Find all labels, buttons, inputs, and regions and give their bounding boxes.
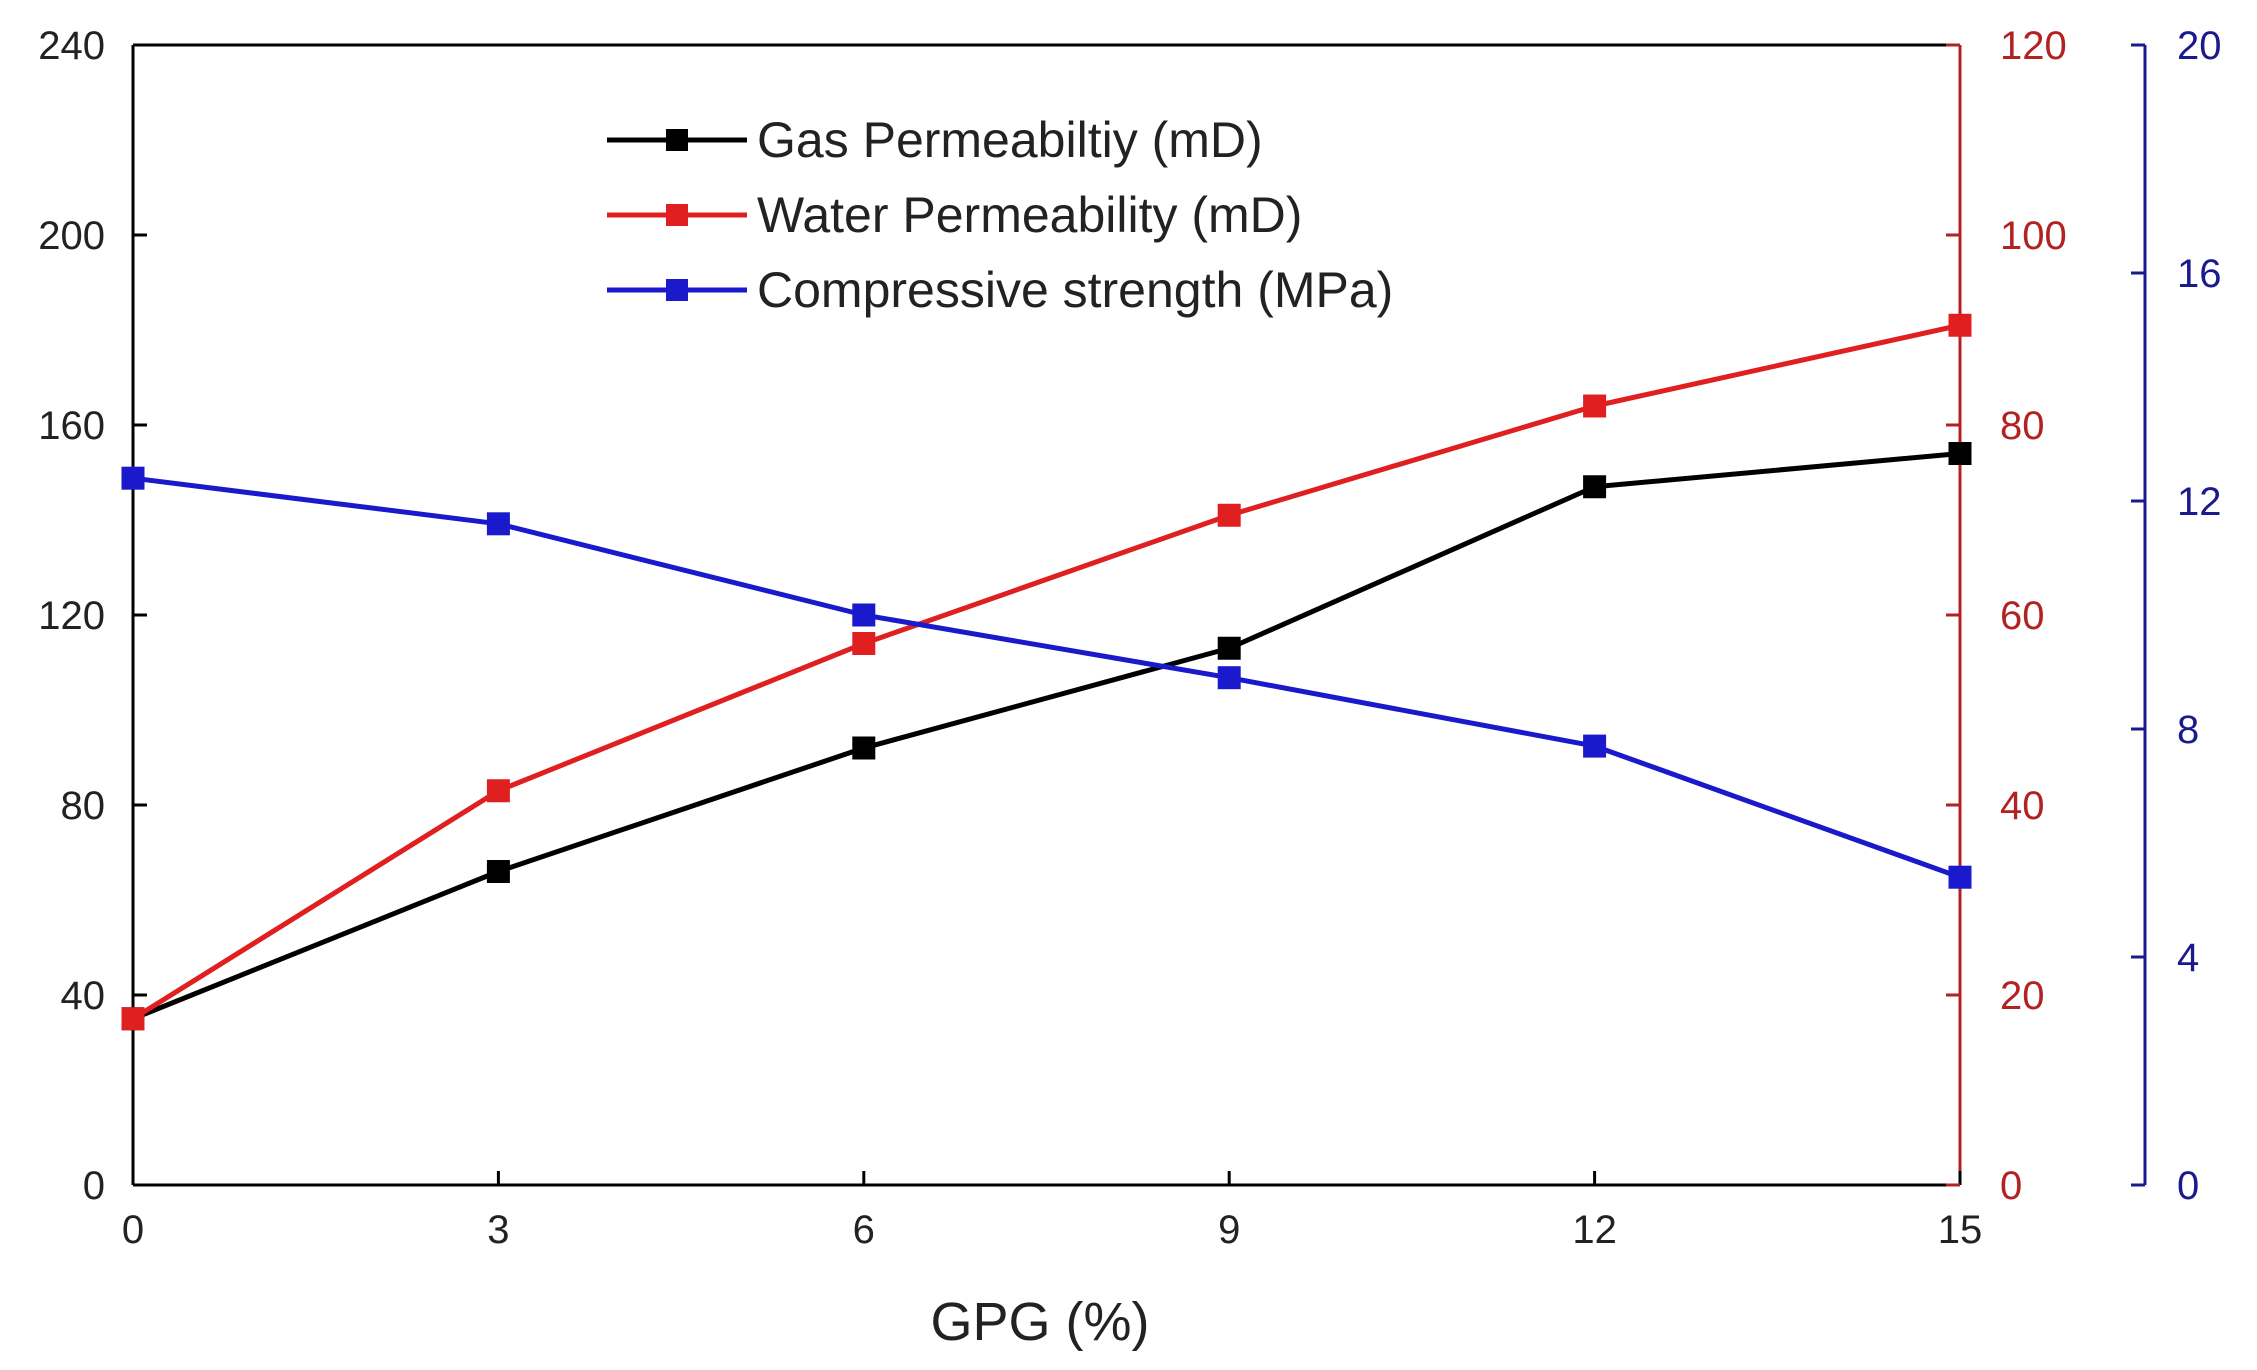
series-line	[132, 451, 1961, 1022]
right1-y-tick-label: 0	[2000, 1164, 2022, 1208]
left-y-tick-label: 120	[38, 594, 105, 638]
x-tick-label: 12	[1572, 1208, 1617, 1252]
x-tick-label: 6	[853, 1208, 875, 1252]
x-tick-label: 3	[487, 1208, 509, 1252]
right1-y-tick-label: 20	[2000, 974, 2045, 1018]
legend-marker	[666, 279, 688, 301]
data-point	[852, 736, 876, 760]
left-y-tick-label: 200	[38, 214, 105, 258]
series-0	[121, 442, 1972, 1031]
right1-y-tick-label: 100	[2000, 214, 2067, 258]
data-point	[1948, 865, 1972, 889]
series-2	[121, 466, 1972, 889]
series-line	[132, 475, 1961, 880]
left-y-tick-label: 160	[38, 404, 105, 448]
data-point	[1217, 666, 1241, 690]
left-y-tick-label: 0	[83, 1164, 105, 1208]
left-y-tick-label: 240	[38, 24, 105, 68]
data-point	[1948, 313, 1972, 337]
right2-y-tick-label: 20	[2177, 24, 2222, 68]
right2-y-tick-label: 16	[2177, 252, 2222, 296]
right1-y-tick-label: 40	[2000, 784, 2045, 828]
data-point	[486, 779, 510, 803]
x-axis-label: GPG (%)	[930, 1292, 1149, 1352]
data-point	[121, 466, 145, 490]
legend-marker	[666, 129, 688, 151]
right2-y-tick-label: 0	[2177, 1164, 2199, 1208]
data-point	[121, 1007, 145, 1031]
data-point	[1583, 734, 1607, 758]
left-y-tick-label: 80	[61, 784, 106, 828]
series-line	[131, 322, 1961, 1021]
legend-label: Gas Permeabiltiy (mD)	[757, 112, 1263, 168]
legend-entry: Compressive strength (MPa)	[607, 262, 1393, 318]
data-point	[486, 512, 510, 536]
data-point	[852, 632, 876, 655]
right2-y-tick-label: 8	[2177, 708, 2199, 752]
data-point	[852, 603, 876, 627]
right1-y-tick-label: 80	[2000, 404, 2045, 448]
x-tick-label: 0	[122, 1208, 144, 1252]
data-point	[1948, 442, 1972, 465]
legend-marker	[666, 204, 688, 226]
right2-y-tick-label: 4	[2177, 936, 2199, 980]
right1-y-tick-label: 120	[2000, 24, 2067, 68]
x-tick-label: 9	[1218, 1208, 1240, 1252]
data-point	[1583, 475, 1607, 499]
legend-label: Water Permeability (mD)	[757, 187, 1302, 243]
x-tick-label: 15	[1938, 1208, 1983, 1252]
left-y-tick-label: 40	[61, 974, 106, 1018]
legend-label: Compressive strength (MPa)	[757, 262, 1393, 318]
data-point	[1217, 636, 1241, 660]
data-point	[486, 860, 510, 883]
right1-y-tick-label: 60	[2000, 594, 2045, 638]
legend-entry: Water Permeability (mD)	[607, 187, 1302, 243]
data-point	[1583, 394, 1607, 418]
right2-y-tick-label: 12	[2177, 480, 2222, 524]
data-point	[1217, 503, 1241, 527]
legend-entry: Gas Permeabiltiy (mD)	[607, 112, 1263, 168]
series-1	[121, 313, 1972, 1031]
